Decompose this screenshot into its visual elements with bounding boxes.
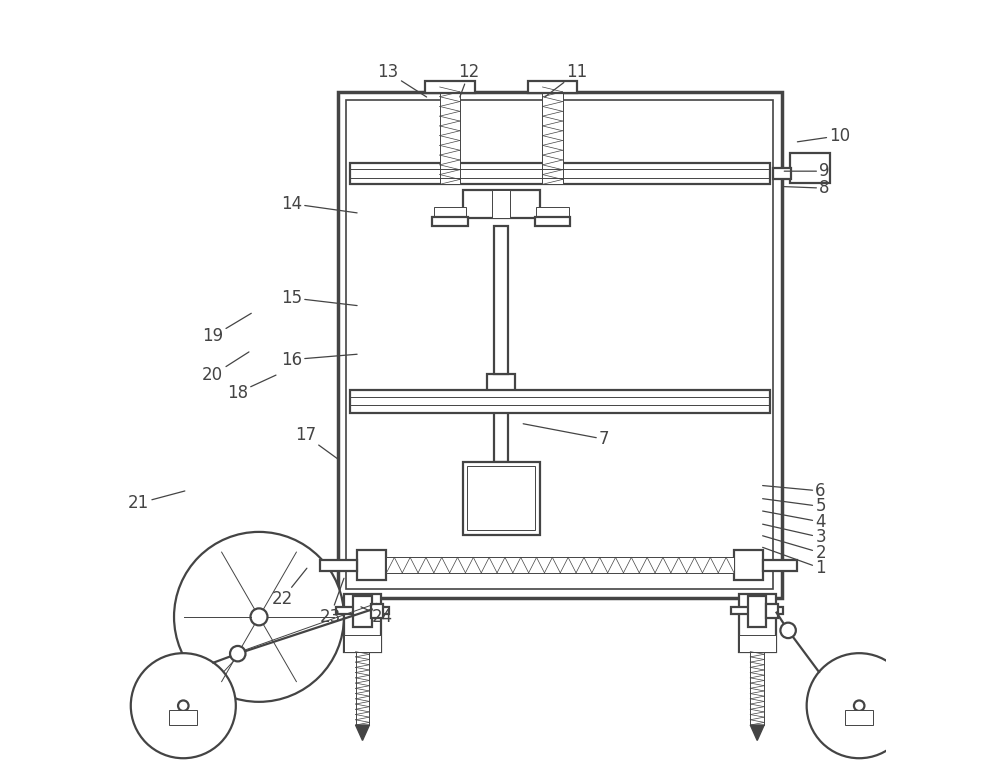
Bar	[492, 191, 510, 219]
Bar	[344, 594, 381, 652]
Bar	[766, 605, 778, 618]
Bar	[432, 217, 468, 226]
Text: 24: 24	[361, 607, 393, 626]
Bar	[353, 596, 372, 626]
Bar	[542, 87, 563, 184]
Bar	[734, 551, 763, 580]
Text: 4: 4	[763, 511, 826, 531]
Text: 5: 5	[763, 497, 826, 515]
Bar	[336, 607, 389, 614]
Bar	[371, 605, 383, 618]
Circle shape	[230, 646, 245, 661]
Bar	[750, 652, 764, 725]
Text: 18: 18	[227, 375, 276, 402]
Bar	[169, 710, 197, 725]
Text: 7: 7	[523, 424, 610, 448]
Bar	[748, 596, 766, 626]
Text: 12: 12	[458, 63, 480, 97]
Text: 23: 23	[319, 578, 344, 626]
Circle shape	[807, 654, 912, 759]
Bar	[739, 636, 776, 652]
Text: 20: 20	[202, 352, 249, 384]
Text: 8: 8	[784, 179, 830, 197]
Bar	[350, 163, 770, 184]
Circle shape	[251, 608, 267, 626]
Text: 2: 2	[763, 536, 826, 562]
Text: 9: 9	[784, 162, 830, 180]
Bar	[463, 461, 540, 535]
Bar	[356, 652, 369, 725]
Bar	[528, 81, 577, 93]
Circle shape	[131, 654, 236, 759]
Bar	[346, 100, 773, 589]
Bar	[467, 466, 535, 531]
Text: 13: 13	[377, 63, 427, 97]
Bar	[731, 607, 783, 614]
Bar	[487, 374, 515, 396]
Bar	[494, 226, 508, 374]
Bar	[357, 551, 386, 580]
Bar	[440, 87, 460, 184]
Bar	[425, 81, 475, 93]
Text: 16: 16	[281, 351, 357, 369]
Text: 1: 1	[763, 548, 826, 577]
Bar	[320, 559, 357, 570]
Bar	[434, 207, 466, 219]
Bar	[790, 153, 830, 183]
Bar	[463, 191, 540, 219]
Circle shape	[174, 532, 344, 702]
Bar	[350, 390, 770, 413]
Polygon shape	[356, 725, 369, 741]
Bar	[845, 710, 873, 725]
Text: 6: 6	[763, 482, 826, 500]
Text: 21: 21	[128, 491, 185, 513]
Text: 15: 15	[281, 289, 357, 307]
Bar	[386, 557, 734, 573]
Polygon shape	[750, 725, 764, 741]
Text: 19: 19	[202, 314, 251, 345]
Text: 10: 10	[797, 127, 850, 145]
Bar	[344, 636, 381, 652]
Circle shape	[178, 700, 189, 711]
Text: 3: 3	[763, 524, 826, 546]
Bar	[494, 396, 508, 461]
Bar	[773, 168, 791, 179]
Text: 14: 14	[281, 194, 357, 213]
Bar	[739, 594, 776, 652]
Circle shape	[780, 622, 796, 638]
Text: 17: 17	[295, 426, 339, 460]
Bar	[338, 92, 782, 598]
Bar	[535, 217, 570, 226]
Bar	[536, 207, 569, 219]
Text: 22: 22	[272, 568, 307, 608]
Bar	[763, 559, 797, 570]
Text: 11: 11	[545, 63, 588, 97]
Circle shape	[854, 700, 864, 711]
